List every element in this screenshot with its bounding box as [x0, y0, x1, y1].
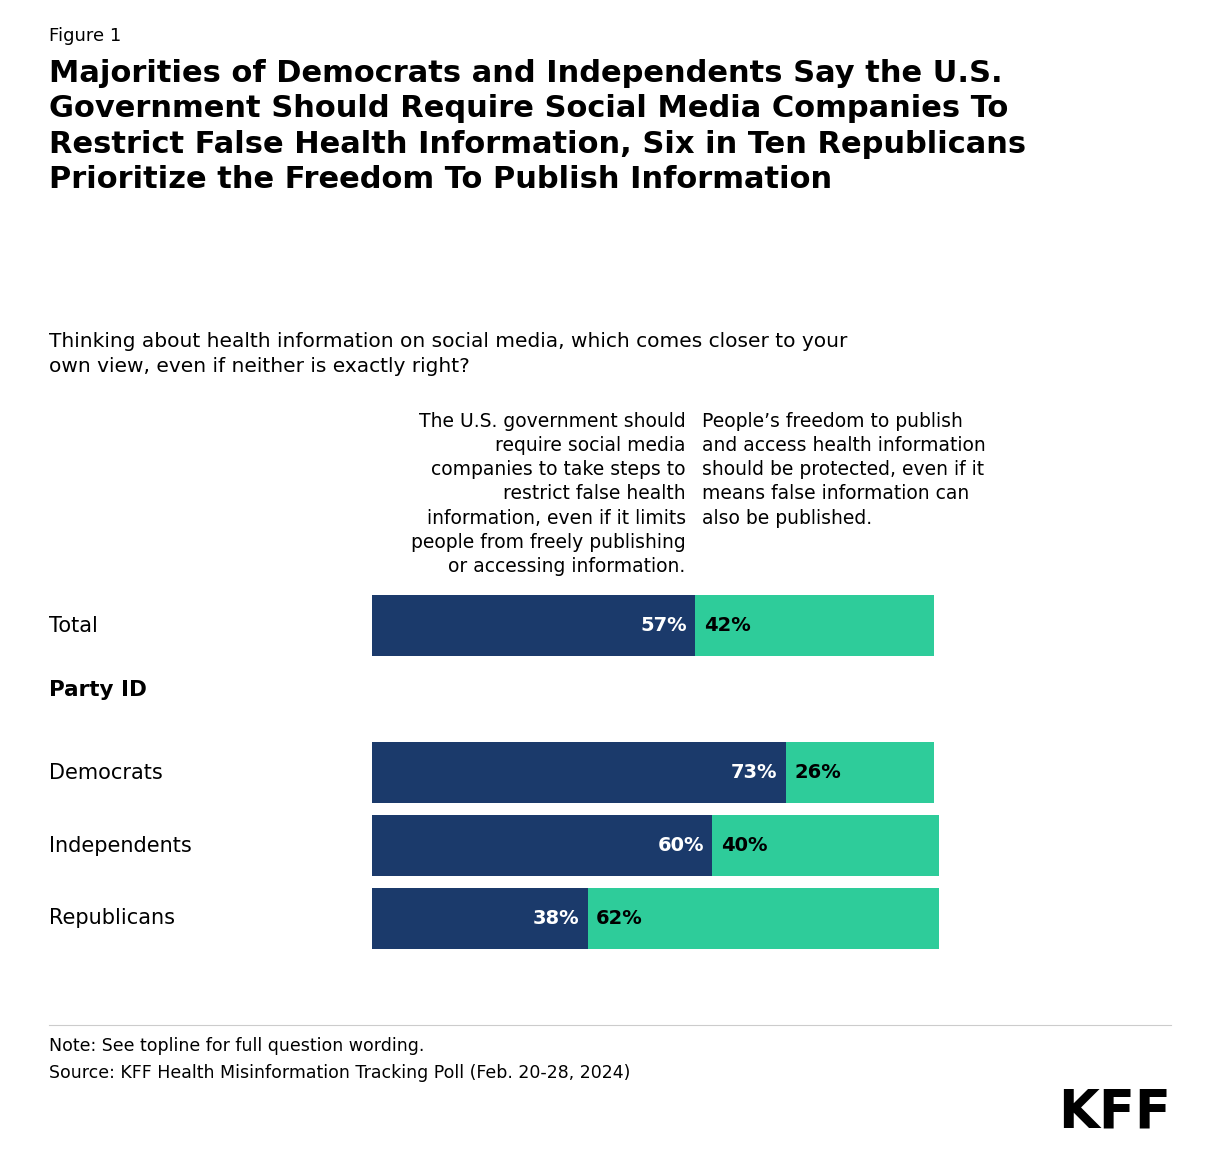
Text: 57%: 57% — [640, 616, 687, 635]
Text: 38%: 38% — [532, 909, 579, 928]
Text: The U.S. government should
require social media
companies to take steps to
restr: The U.S. government should require socia… — [411, 412, 686, 576]
Text: Figure 1: Figure 1 — [49, 27, 121, 45]
Text: 62%: 62% — [597, 909, 643, 928]
Text: Democrats: Democrats — [49, 762, 162, 783]
Text: Thinking about health information on social media, which comes closer to your
ow: Thinking about health information on soc… — [49, 332, 847, 375]
Text: Majorities of Democrats and Independents Say the U.S.
Government Should Require : Majorities of Democrats and Independents… — [49, 59, 1026, 194]
Text: KFF: KFF — [1058, 1087, 1171, 1138]
Text: Total: Total — [49, 615, 98, 636]
Text: Republicans: Republicans — [49, 908, 174, 929]
Text: Note: See topline for full question wording.: Note: See topline for full question word… — [49, 1037, 425, 1055]
Text: 40%: 40% — [721, 836, 767, 855]
Text: 73%: 73% — [731, 763, 777, 782]
Text: Party ID: Party ID — [49, 680, 146, 701]
Text: Independents: Independents — [49, 835, 192, 856]
Text: People’s freedom to publish
and access health information
should be protected, e: People’s freedom to publish and access h… — [702, 412, 986, 528]
Text: 42%: 42% — [704, 616, 750, 635]
Text: 26%: 26% — [794, 763, 842, 782]
Text: 60%: 60% — [658, 836, 704, 855]
Text: Source: KFF Health Misinformation Tracking Poll (Feb. 20-28, 2024): Source: KFF Health Misinformation Tracki… — [49, 1064, 631, 1082]
